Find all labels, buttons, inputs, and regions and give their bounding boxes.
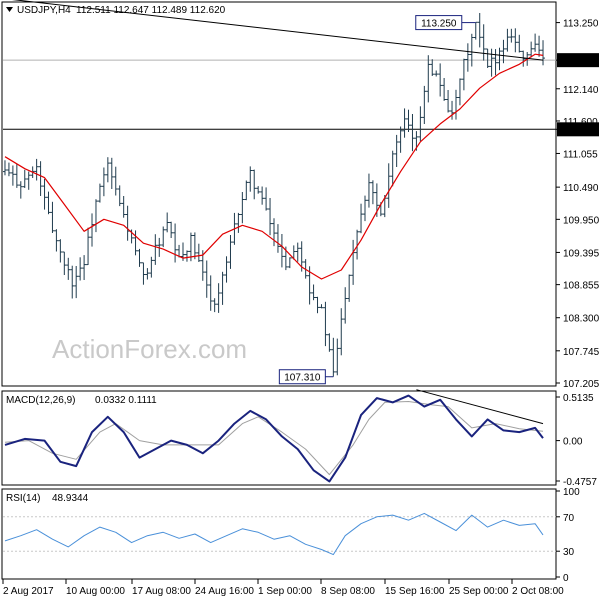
rsi-tick-label-1: 70: [563, 513, 575, 524]
price-tick-label-7: 109.950: [563, 215, 600, 226]
time-tick-label-6: 15 Sep 16:00: [385, 586, 445, 597]
rsi-panel-frame: [1, 488, 557, 580]
macd-main-line: [4, 394, 544, 483]
price-tick-label-12: 107.205: [563, 379, 600, 390]
high-annotation-label: 113.250: [421, 19, 457, 30]
macd-layer: [4, 389, 544, 483]
macd-tick-label-1: 0.00: [563, 437, 583, 448]
watermark: ActionForex.com: [52, 334, 247, 364]
time-tick-label-0: 2 Aug 2017: [3, 586, 54, 597]
rsi-layer: [3, 512, 556, 556]
macd-values: 0.0332 0.1111: [95, 395, 157, 406]
rsi-line: [4, 512, 544, 556]
ohlc-label: 112.511 112.647 112.489 112.620: [76, 5, 226, 16]
price-tag-box-1: [557, 53, 599, 68]
axis-layer: 113.250112.620112.140111.600111.460111.0…: [2, 19, 600, 597]
time-tick-label-1: 10 Aug 00:00: [66, 586, 125, 597]
time-tick-label-2: 17 Aug 08:00: [132, 586, 191, 597]
macd-tick-label-2: -0.4757: [563, 477, 597, 488]
symbol-label: USDJPY,H4: [17, 5, 71, 16]
price-tag-label-1: 112.620: [561, 56, 597, 67]
macd-trendline: [416, 389, 544, 425]
moving-average-line: [4, 53, 544, 280]
price-tick-label-9: 108.855: [563, 281, 600, 292]
time-tick-label-7: 25 Sep 00:00: [449, 586, 509, 597]
price-tick-label-6: 110.490: [563, 183, 599, 194]
rsi-name: RSI(14): [6, 493, 40, 504]
price-tick-label-10: 108.300: [563, 314, 600, 325]
time-tick-label-8: 2 Oct 08:00: [512, 586, 564, 597]
price-tick-label-2: 112.140: [563, 85, 599, 96]
price-tick-label-0: 113.250: [563, 19, 599, 30]
price-layer: 113.250 107.310: [2, 0, 556, 385]
macd-tick-label-0: 0.5135: [563, 393, 594, 404]
rsi-tick-label-0: 100: [563, 487, 580, 498]
price-tick-label-11: 107.745: [563, 347, 600, 358]
rsi-tick-label-2: 30: [563, 547, 575, 558]
time-tick-label-4: 1 Sep 00:00: [258, 586, 312, 597]
low-annotation-label: 107.310: [284, 373, 321, 384]
rsi-values: 48.9344: [52, 493, 89, 504]
price-tick-label-5: 111.055: [563, 149, 598, 160]
time-tick-label-3: 24 Aug 16:00: [195, 586, 254, 597]
price-tick-label-8: 109.395: [563, 248, 600, 259]
macd-panel-frame: [1, 390, 557, 486]
rsi-tick-label-3: 0: [563, 573, 569, 584]
time-tick-label-5: 8 Sep 08:00: [321, 586, 375, 597]
macd-name: MACD(12,26,9): [6, 395, 75, 406]
price-panel-frame: [1, 1, 557, 387]
price-tag-box-4: [557, 122, 599, 137]
price-tag-label-4: 111.460: [561, 125, 596, 136]
title-triangle-icon: [6, 7, 13, 12]
resistance-trendline: [11, 0, 544, 61]
macd-signal-line: [4, 401, 544, 476]
